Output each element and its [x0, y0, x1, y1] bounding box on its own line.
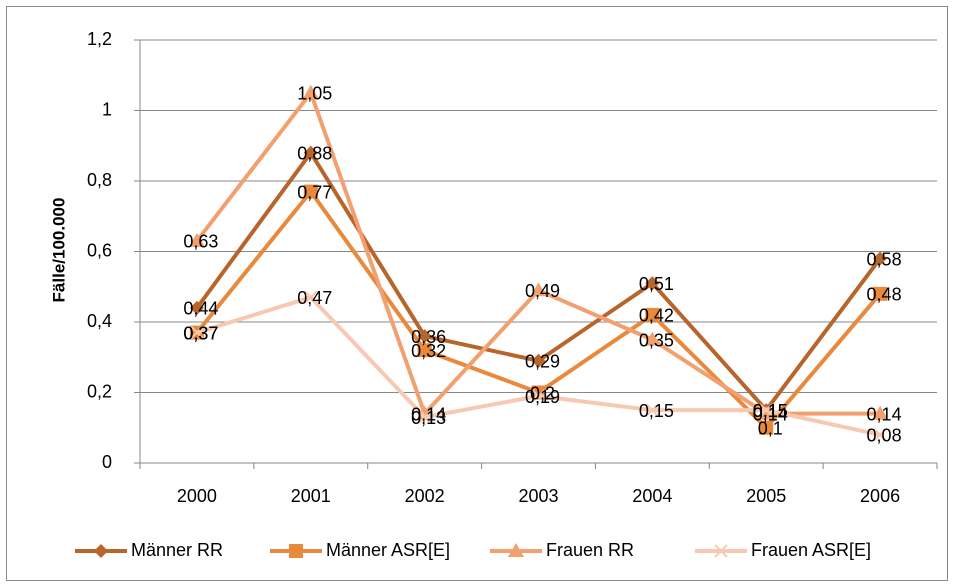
legend-label: Männer ASR[E] — [326, 540, 450, 560]
data-label: 1,05 — [297, 84, 332, 104]
data-point — [759, 403, 773, 417]
data-label: 0,37 — [183, 323, 218, 343]
data-label: 0,2 — [530, 383, 555, 403]
data-point — [873, 251, 888, 266]
data-point — [758, 405, 775, 420]
chart-frame — [6, 6, 948, 581]
data-point — [303, 184, 318, 199]
x-tick-label: 2003 — [518, 486, 558, 506]
legend-label: Frauen ASR[E] — [751, 540, 871, 560]
x-tick-label: 2000 — [177, 486, 217, 506]
x-tick-label: 2004 — [632, 486, 672, 506]
data-point — [190, 325, 204, 340]
data-label: 0,35 — [639, 330, 674, 350]
data-label: 0,19 — [525, 387, 560, 407]
data-point — [873, 286, 888, 301]
data-label: 0,88 — [297, 144, 332, 164]
x-tick-label: 2006 — [860, 486, 900, 506]
y-tick-label: 1,2 — [87, 29, 112, 49]
data-point — [417, 329, 432, 344]
data-label: 0,36 — [411, 327, 446, 347]
data-label: 0,1 — [758, 419, 783, 439]
data-point — [304, 290, 318, 305]
data-point — [303, 145, 318, 160]
y-tick-label: 0,2 — [87, 381, 112, 401]
legend-marker — [714, 544, 728, 558]
data-point — [645, 403, 660, 417]
data-point — [417, 343, 432, 358]
y-tick-label: 0,6 — [87, 240, 112, 260]
data-point — [189, 300, 204, 315]
data-label: 0,14 — [753, 404, 788, 424]
data-label: 0,15 — [753, 401, 788, 421]
data-point — [645, 276, 660, 291]
y-tick-label: 0,4 — [87, 311, 112, 331]
data-label: 0,14 — [411, 404, 446, 424]
data-point — [531, 353, 546, 368]
data-label: 0,51 — [639, 274, 674, 294]
data-label: 0,15 — [753, 401, 788, 421]
data-point — [531, 389, 546, 403]
data-point — [302, 84, 319, 99]
data-label: 0,14 — [867, 404, 902, 424]
data-label: 0,58 — [867, 249, 902, 269]
legend-label: Frauen RR — [546, 540, 634, 560]
data-label: 0,42 — [639, 306, 674, 326]
data-label: 0,47 — [297, 288, 332, 308]
data-label: 0,32 — [411, 341, 446, 361]
legend-label: Männer RR — [131, 540, 223, 560]
legend-marker — [94, 544, 108, 558]
data-point — [872, 405, 889, 420]
data-point — [873, 428, 887, 442]
x-tick-label: 2002 — [405, 486, 445, 506]
data-label: 0,29 — [525, 352, 560, 372]
data-label: 0,15 — [639, 401, 674, 421]
data-label: 0,44 — [183, 299, 218, 319]
y-axis-title: Fälle/100.000 — [49, 198, 68, 303]
data-point — [188, 232, 205, 247]
x-tick-label: 2005 — [746, 486, 786, 506]
legend-marker — [289, 544, 303, 558]
data-label: 0,37 — [183, 323, 218, 343]
data-label: 0,49 — [525, 281, 560, 301]
data-label: 0,08 — [867, 426, 902, 446]
y-tick-label: 0,8 — [87, 170, 112, 190]
x-tick-label: 2001 — [291, 486, 331, 506]
data-label: 0,13 — [411, 408, 446, 428]
data-label: 0,77 — [297, 182, 332, 202]
data-point — [644, 331, 661, 346]
data-label: 0,48 — [867, 285, 902, 305]
y-tick-label: 1 — [102, 99, 112, 119]
data-point — [645, 307, 660, 322]
legend-marker — [508, 543, 524, 557]
y-tick-label: 0 — [102, 452, 112, 472]
data-point — [530, 282, 547, 297]
data-label: 0,63 — [183, 232, 218, 252]
data-point — [417, 410, 432, 424]
data-point — [759, 420, 774, 435]
